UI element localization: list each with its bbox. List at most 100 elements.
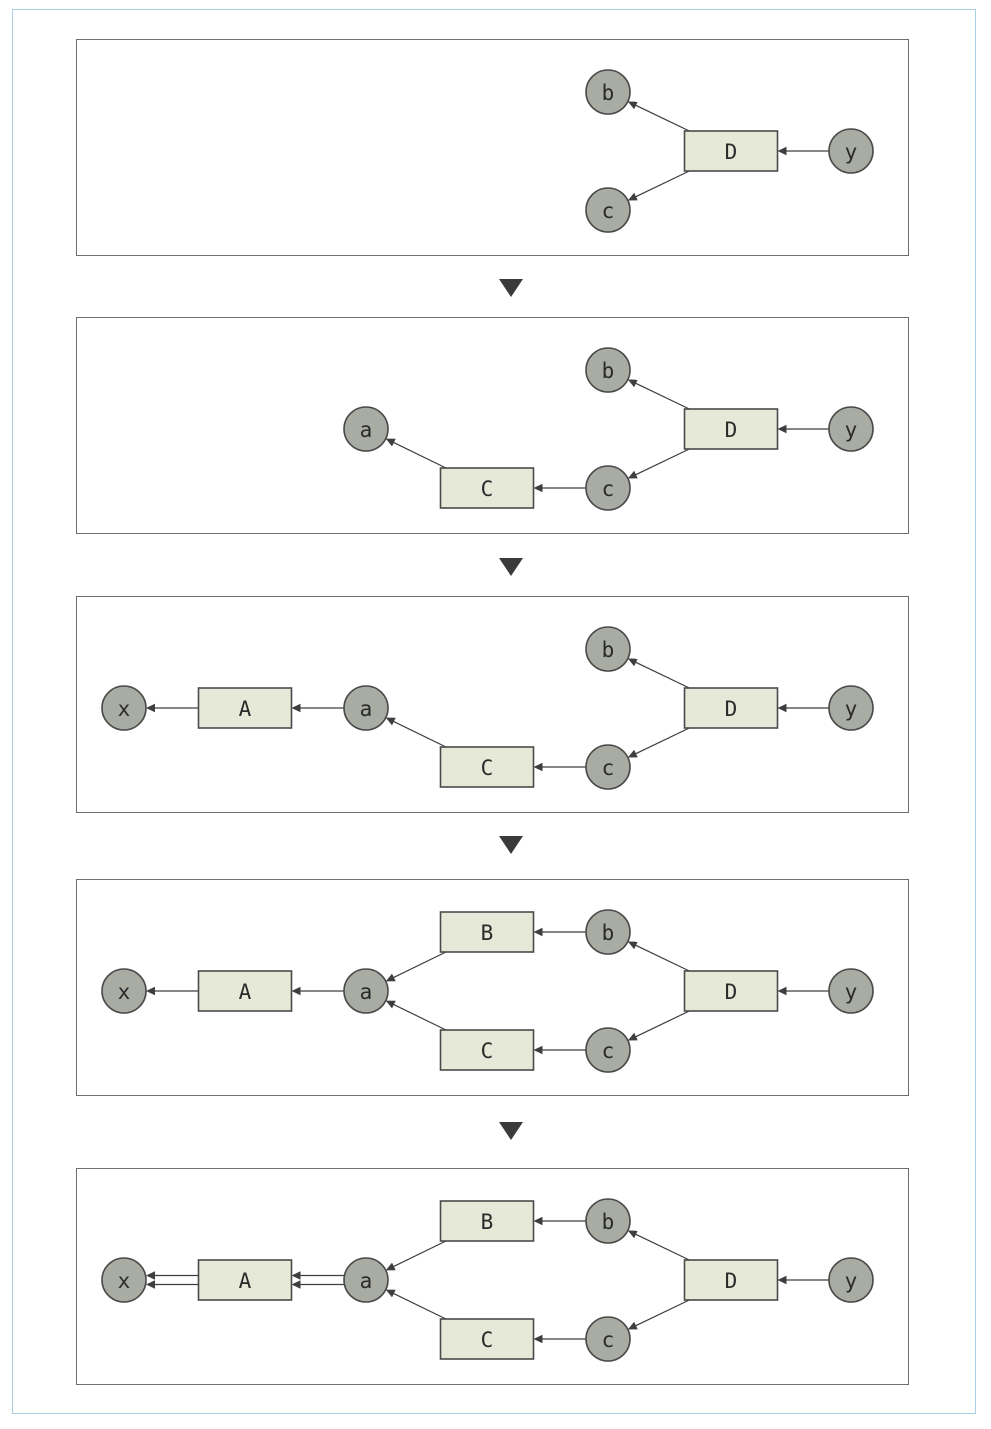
node-label: b	[602, 81, 615, 105]
node-label: C	[481, 756, 494, 780]
node-label: B	[481, 921, 494, 945]
step-arrow-4	[499, 1122, 523, 1140]
node-label: C	[481, 1039, 494, 1063]
function-box	[197, 1259, 293, 1301]
variable-circle	[585, 1316, 631, 1362]
edge-A-to-x-arrowhead	[146, 986, 155, 996]
node-label: C	[481, 477, 494, 501]
edge-a-to-A-arrowhead	[291, 703, 301, 713]
variable-circle	[585, 744, 631, 790]
edge-D-to-c-arrowhead	[627, 1032, 638, 1041]
variable-circle	[343, 685, 389, 731]
variable-circle	[585, 1027, 631, 1073]
node-label: a	[360, 697, 373, 721]
page-frame	[12, 9, 976, 1414]
edge-A-to-x-2-arrowhead	[146, 1271, 155, 1280]
edge-c-to-C-arrowhead	[533, 483, 543, 493]
node-function-B: B	[439, 911, 535, 953]
variable-circle	[585, 465, 631, 511]
node-label: x	[118, 980, 131, 1004]
node-variable-b: b	[585, 1198, 631, 1244]
node-variable-y: y	[828, 1257, 874, 1303]
edge-C-to-a	[392, 441, 447, 469]
node-variable-a: a	[343, 968, 389, 1014]
edge-b-to-B-arrowhead	[533, 927, 543, 937]
function-box	[197, 687, 293, 729]
variable-circle	[828, 968, 874, 1014]
function-box	[439, 911, 535, 953]
variable-circle	[585, 69, 631, 115]
edge-D-to-b	[634, 104, 690, 132]
node-variable-y: y	[828, 968, 874, 1014]
variable-circle	[828, 685, 874, 731]
node-variable-y: y	[828, 128, 874, 174]
function-box	[683, 408, 779, 450]
node-label: y	[845, 140, 858, 164]
edge-B-to-a	[392, 951, 447, 979]
edge-A-to-x-arrowhead	[146, 703, 155, 713]
edge-y-to-D-arrowhead	[777, 1275, 787, 1285]
step-arrow-1	[499, 279, 523, 297]
edge-a-to-A-arrowhead	[291, 986, 301, 996]
edge-a-to-A-2-arrowhead	[291, 1271, 301, 1280]
step-arrow-3	[499, 836, 523, 854]
node-function-D: D	[683, 408, 779, 450]
node-function-A: A	[197, 970, 293, 1012]
node-label: b	[602, 638, 615, 662]
edge-C-to-a-arrowhead	[385, 1000, 396, 1009]
node-function-B: B	[439, 1200, 535, 1242]
node-label: c	[602, 756, 615, 780]
variable-circle	[585, 1198, 631, 1244]
variable-circle	[343, 968, 389, 1014]
node-variable-c: c	[585, 187, 631, 233]
edge-c-to-C-arrowhead	[533, 762, 543, 772]
edge-D-to-c-arrowhead	[627, 192, 638, 201]
node-variable-a: a	[343, 1257, 389, 1303]
node-variable-b: b	[585, 347, 631, 393]
edge-C-to-a-arrowhead	[385, 438, 396, 447]
node-label: b	[602, 359, 615, 383]
graph-svg-2: b D y c Ca	[343, 347, 874, 511]
node-variable-a: a	[343, 406, 389, 452]
edge-D-to-b-arrowhead	[627, 1230, 638, 1239]
edge-D-to-b	[634, 944, 690, 972]
node-label: c	[602, 1328, 615, 1352]
node-function-C: C	[439, 746, 535, 788]
node-label: D	[725, 418, 738, 442]
node-variable-x: x	[101, 968, 147, 1014]
node-variable-a: a	[343, 685, 389, 731]
node-label: C	[481, 1328, 494, 1352]
edge-A-to-x-1-arrowhead	[146, 1280, 155, 1289]
edge-D-to-b-arrowhead	[627, 379, 638, 388]
node-label: a	[360, 1269, 373, 1293]
edge-y-to-D-arrowhead	[777, 424, 787, 434]
node-function-D: D	[683, 687, 779, 729]
function-box	[683, 130, 779, 172]
edge-D-to-c-arrowhead	[627, 1321, 638, 1330]
variable-circle	[828, 406, 874, 452]
node-variable-b: b	[585, 626, 631, 672]
edge-D-to-b-arrowhead	[627, 658, 638, 667]
edge-C-to-a	[392, 1003, 447, 1031]
node-label: A	[239, 980, 252, 1004]
node-function-D: D	[683, 1259, 779, 1301]
graph-svg-5: b D y c C Ba Ax	[101, 1198, 874, 1362]
variable-circle	[828, 128, 874, 174]
edge-D-to-b-arrowhead	[627, 941, 638, 950]
function-box	[197, 970, 293, 1012]
node-label: x	[118, 697, 131, 721]
node-variable-c: c	[585, 465, 631, 511]
edge-c-to-C-arrowhead	[533, 1334, 543, 1344]
edge-C-to-a	[392, 720, 447, 748]
node-label: a	[360, 980, 373, 1004]
node-label: y	[845, 418, 858, 442]
node-label: x	[118, 1269, 131, 1293]
variable-circle	[101, 685, 147, 731]
graph-svg-3: b D y c Ca Ax	[101, 626, 874, 790]
function-box	[439, 467, 535, 509]
edge-D-to-c	[634, 170, 690, 198]
edge-D-to-c	[634, 727, 690, 755]
